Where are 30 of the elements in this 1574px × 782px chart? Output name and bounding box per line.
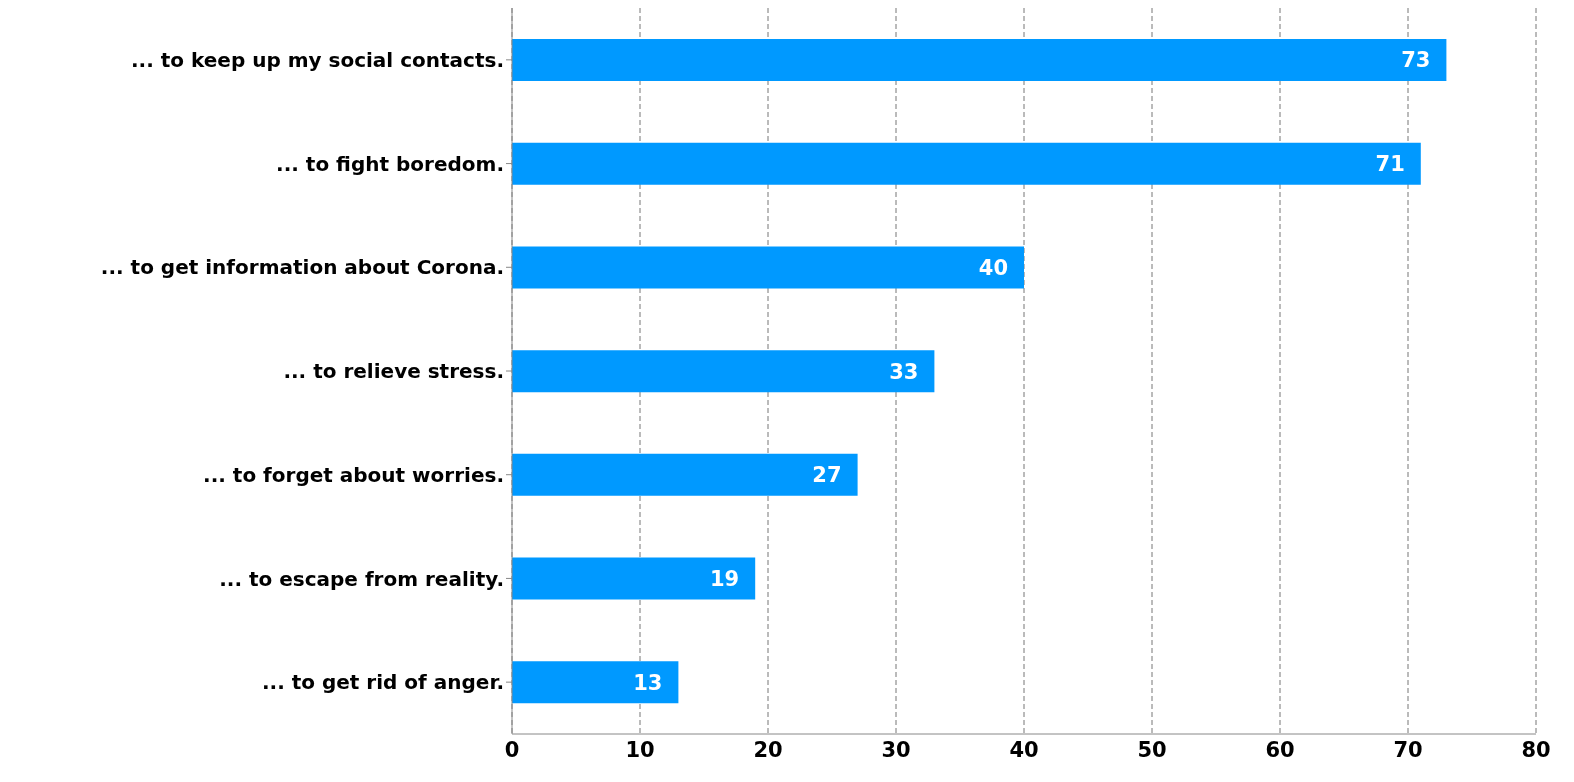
x-tick-label: 30 xyxy=(881,737,911,762)
y-tick-label: ... to keep up my social contacts. xyxy=(130,47,504,72)
bar xyxy=(512,39,1447,81)
bar xyxy=(512,142,1421,185)
y-tick-label: ... to forget about worries. xyxy=(203,462,504,487)
bar xyxy=(512,246,1024,289)
bar xyxy=(512,661,679,704)
y-tick-label: ... to get information about Corona. xyxy=(100,255,504,280)
y-tick-label: ... to fight boredom. xyxy=(276,151,504,176)
x-tick-label: 60 xyxy=(1265,737,1295,762)
x-tick-label: 10 xyxy=(625,737,655,762)
data-label: 40 xyxy=(978,255,1008,280)
bar xyxy=(512,453,858,496)
data-label: 13 xyxy=(633,670,663,695)
y-tick-label: ... to escape from reality. xyxy=(219,566,504,591)
y-tick-label: ... to get rid of anger. xyxy=(261,670,504,695)
data-label: 73 xyxy=(1401,48,1431,73)
x-tick-label: 0 xyxy=(504,737,520,762)
y-tick-label: ... to relieve stress. xyxy=(283,359,504,384)
x-tick-label: 40 xyxy=(1009,737,1039,762)
x-tick-label: 20 xyxy=(753,737,783,762)
x-tick-label: 50 xyxy=(1137,737,1167,762)
data-label: 71 xyxy=(1375,152,1405,177)
data-label: 19 xyxy=(709,567,740,592)
data-label: 33 xyxy=(889,359,919,384)
bar xyxy=(512,557,756,600)
x-tick-label: 80 xyxy=(1521,737,1551,762)
data-label: 27 xyxy=(812,463,842,488)
bar xyxy=(512,350,935,393)
x-tick-label: 70 xyxy=(1393,737,1423,762)
